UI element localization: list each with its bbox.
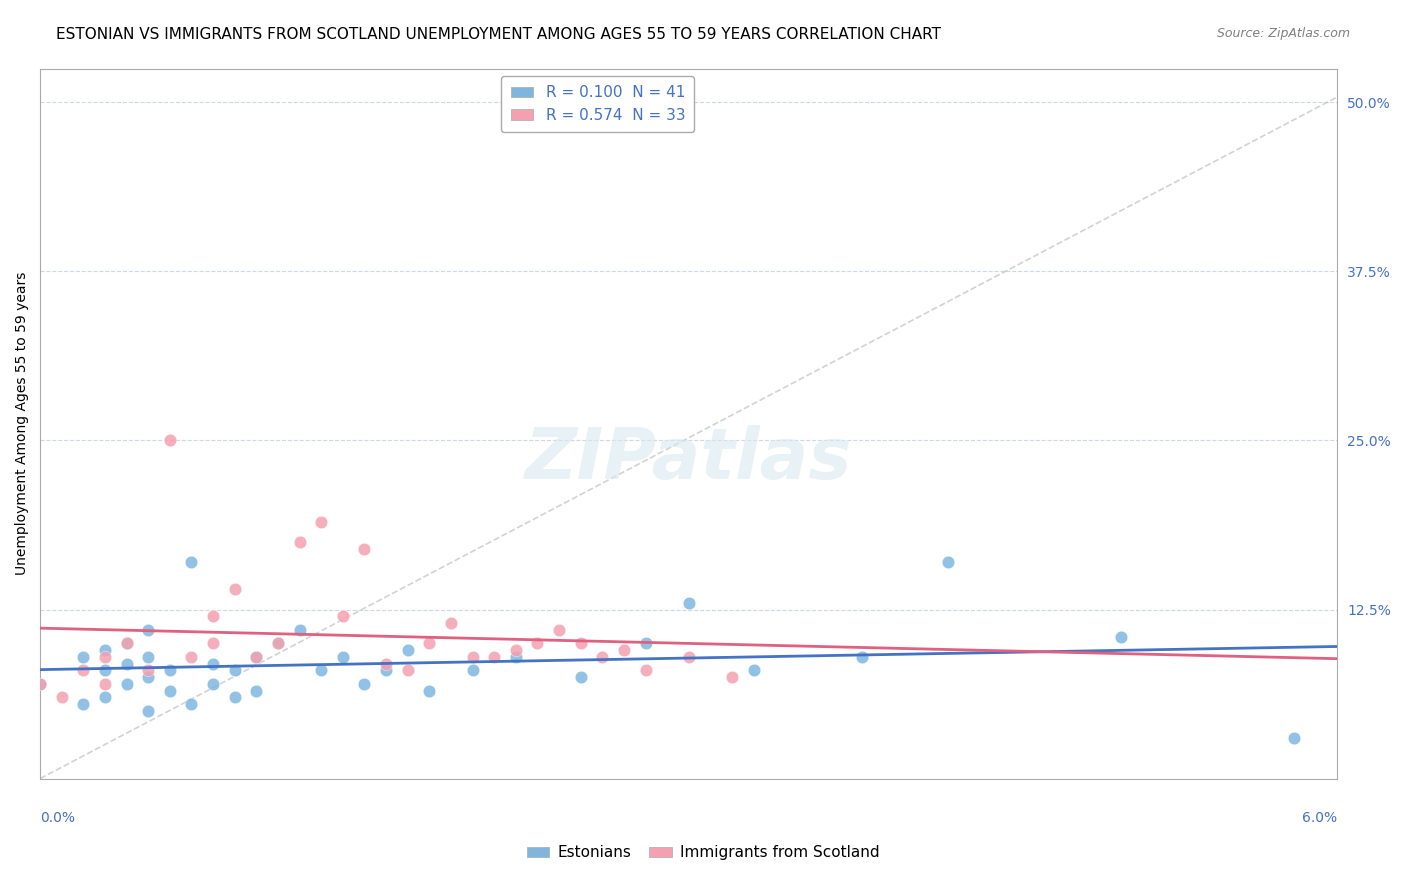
- Point: [136, 664, 159, 678]
- Point: [224, 664, 246, 678]
- Point: [418, 683, 440, 698]
- Point: [721, 670, 744, 684]
- Point: [634, 636, 657, 650]
- Point: [375, 664, 398, 678]
- Point: [159, 434, 181, 448]
- Point: [30, 677, 52, 691]
- Point: [288, 623, 311, 637]
- Point: [267, 636, 290, 650]
- Point: [678, 596, 700, 610]
- Point: [936, 555, 959, 569]
- Point: [159, 664, 181, 678]
- Point: [267, 636, 290, 650]
- Point: [440, 615, 463, 630]
- Point: [548, 623, 571, 637]
- Point: [94, 649, 117, 664]
- Point: [202, 636, 225, 650]
- Point: [461, 664, 484, 678]
- Point: [136, 649, 159, 664]
- Point: [418, 636, 440, 650]
- Point: [396, 664, 419, 678]
- Point: [742, 664, 765, 678]
- Legend: Estonians, Immigrants from Scotland: Estonians, Immigrants from Scotland: [520, 839, 886, 866]
- Point: [115, 636, 138, 650]
- Point: [72, 664, 94, 678]
- Point: [245, 683, 267, 698]
- Text: ZIPatlas: ZIPatlas: [524, 425, 852, 493]
- Point: [51, 690, 73, 705]
- Point: [569, 636, 592, 650]
- Point: [180, 649, 202, 664]
- Point: [94, 664, 117, 678]
- Point: [115, 657, 138, 671]
- Point: [526, 636, 548, 650]
- Point: [505, 643, 527, 657]
- Point: [461, 649, 484, 664]
- Point: [245, 649, 267, 664]
- Point: [332, 649, 354, 664]
- Point: [136, 704, 159, 718]
- Point: [505, 649, 527, 664]
- Point: [332, 609, 354, 624]
- Point: [115, 677, 138, 691]
- Point: [180, 555, 202, 569]
- Point: [224, 690, 246, 705]
- Point: [136, 623, 159, 637]
- Point: [375, 657, 398, 671]
- Point: [1282, 731, 1305, 745]
- Point: [180, 697, 202, 711]
- Point: [115, 636, 138, 650]
- Point: [396, 643, 419, 657]
- Point: [94, 690, 117, 705]
- Point: [353, 541, 375, 556]
- Text: Source: ZipAtlas.com: Source: ZipAtlas.com: [1216, 27, 1350, 40]
- Point: [1109, 630, 1132, 644]
- Legend: R = 0.100  N = 41, R = 0.574  N = 33: R = 0.100 N = 41, R = 0.574 N = 33: [502, 76, 695, 132]
- Point: [482, 649, 505, 664]
- Point: [159, 683, 181, 698]
- Point: [72, 649, 94, 664]
- Text: ESTONIAN VS IMMIGRANTS FROM SCOTLAND UNEMPLOYMENT AMONG AGES 55 TO 59 YEARS CORR: ESTONIAN VS IMMIGRANTS FROM SCOTLAND UNE…: [56, 27, 941, 42]
- Point: [309, 515, 332, 529]
- Point: [569, 670, 592, 684]
- Point: [30, 677, 52, 691]
- Point: [245, 649, 267, 664]
- Point: [94, 643, 117, 657]
- Y-axis label: Unemployment Among Ages 55 to 59 years: Unemployment Among Ages 55 to 59 years: [15, 272, 30, 575]
- Text: 0.0%: 0.0%: [41, 811, 75, 824]
- Point: [202, 609, 225, 624]
- Text: 6.0%: 6.0%: [1302, 811, 1337, 824]
- Point: [353, 677, 375, 691]
- Point: [224, 582, 246, 597]
- Point: [851, 649, 873, 664]
- Point: [591, 649, 613, 664]
- Point: [202, 657, 225, 671]
- Point: [136, 670, 159, 684]
- Point: [634, 664, 657, 678]
- Point: [72, 697, 94, 711]
- Point: [613, 643, 636, 657]
- Point: [202, 677, 225, 691]
- Point: [678, 649, 700, 664]
- Point: [288, 534, 311, 549]
- Point: [309, 664, 332, 678]
- Point: [94, 677, 117, 691]
